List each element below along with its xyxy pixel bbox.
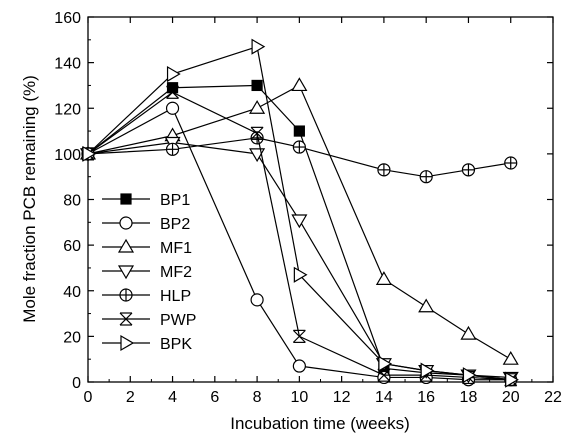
axis-ticks: 0 2 4 6 8 10 12 14 16 18 20 22 0 20 40 60 80 100 120 140 160 <box>54 10 562 406</box>
x-tick-label: 22 <box>544 389 562 406</box>
x-tick-label: 2 <box>126 389 135 406</box>
x-tick-label: 6 <box>210 389 219 406</box>
series-bpk <box>82 38 519 388</box>
legend-label-bpk: BPK <box>160 336 192 353</box>
series-mf2 <box>79 136 519 386</box>
data-point-mf1 <box>291 77 308 92</box>
data-point-bpk <box>378 355 393 372</box>
legend-item-pwp: PWP <box>102 312 196 329</box>
x-tick-label: 0 <box>84 389 93 406</box>
axes-frame <box>87 16 554 383</box>
data-point-bp2 <box>165 101 180 115</box>
data-point-hlp <box>504 156 518 170</box>
data-point-bpk <box>420 362 435 379</box>
y-tick-label: 0 <box>72 375 81 392</box>
series-mf1 <box>79 77 519 365</box>
y-tick-label: 20 <box>63 329 81 346</box>
data-point-bp1 <box>251 79 263 92</box>
legend-marker-mf2 <box>117 265 135 280</box>
y-tick-label: 160 <box>54 10 81 27</box>
data-point-bp2 <box>250 293 264 307</box>
legend: BP1 BP2 MF1 MF2 HLP PWP BPK <box>102 192 196 353</box>
legend-marker-bpk <box>120 334 135 352</box>
data-point-mf1 <box>460 325 477 340</box>
y-tick-label: 40 <box>63 284 81 301</box>
y-tick-label: 120 <box>54 101 81 118</box>
data-point-hlp <box>461 163 476 177</box>
x-axis-title: Incubation time (weeks) <box>230 414 410 433</box>
data-point-hlp <box>165 142 180 156</box>
legend-label-mf2: MF2 <box>160 264 192 281</box>
legend-marker-bp1 <box>120 193 132 205</box>
series-layer <box>79 38 519 388</box>
x-tick-label: 8 <box>253 389 262 406</box>
data-point-bp2 <box>292 359 306 373</box>
data-point-pwp <box>292 329 306 343</box>
data-point-mf1 <box>249 100 266 114</box>
y-tick-label: 60 <box>63 238 81 255</box>
legend-item-mf1: MF1 <box>102 238 192 257</box>
data-point-hlp <box>419 170 433 184</box>
x-tick-label: 18 <box>460 389 478 406</box>
legend-label-hlp: HLP <box>160 288 191 305</box>
series-line-hlp <box>87 137 511 178</box>
x-tick-label: 14 <box>375 389 393 406</box>
plot-area <box>87 16 554 383</box>
data-point-bpk <box>462 367 477 384</box>
x-tick-label: 16 <box>417 389 435 406</box>
data-point-bpk <box>166 65 181 83</box>
x-tick-label: 10 <box>290 389 308 406</box>
legend-marker-hlp <box>119 288 133 302</box>
legend-item-mf2: MF2 <box>102 264 192 281</box>
legend-marker-bp2 <box>119 216 133 230</box>
data-point-bpk <box>82 145 97 162</box>
data-point-pwp <box>166 85 179 99</box>
data-point-bp1 <box>166 82 179 94</box>
x-tick-label: 20 <box>502 389 520 406</box>
y-tick-label: 100 <box>54 147 81 164</box>
legend-marker-mf1 <box>117 238 135 253</box>
data-point-bp1 <box>293 125 305 137</box>
data-point-mf1 <box>502 350 519 365</box>
y-tick-label: 80 <box>63 193 81 210</box>
y-axis-title: Mole fraction PCB remaining (%) <box>20 75 39 323</box>
legend-item-hlp: HLP <box>102 288 191 305</box>
data-point-bpk <box>251 38 266 55</box>
legend-label-pwp: PWP <box>160 312 196 329</box>
data-point-bpk <box>505 371 519 388</box>
legend-marker-pwp <box>119 312 133 326</box>
series-line-pwp <box>87 91 511 381</box>
data-point-hlp <box>292 140 306 154</box>
data-point-bpk <box>293 266 308 283</box>
legend-item-bpk: BPK <box>102 334 192 353</box>
data-point-mf1 <box>418 298 435 313</box>
legend-item-bp1: BP1 <box>102 192 190 209</box>
data-point-mf2 <box>291 214 308 229</box>
legend-item-bp2: BP2 <box>102 216 190 233</box>
series-line-bp2 <box>87 107 511 381</box>
data-point-mf1 <box>375 271 392 285</box>
series-line-mf1 <box>87 84 512 360</box>
y-tick-label: 140 <box>54 56 81 73</box>
legend-label-bp2: BP2 <box>160 216 190 233</box>
x-tick-label: 4 <box>168 389 177 406</box>
data-point-pwp <box>250 126 264 140</box>
series-hlp <box>81 131 518 184</box>
data-point-hlp <box>377 163 391 177</box>
series-bp1 <box>82 79 517 386</box>
legend-label-bp1: BP1 <box>160 192 190 209</box>
x-tick-label: 12 <box>333 389 351 406</box>
legend-label-mf1: MF1 <box>160 240 192 257</box>
series-line-bpk <box>87 45 511 381</box>
